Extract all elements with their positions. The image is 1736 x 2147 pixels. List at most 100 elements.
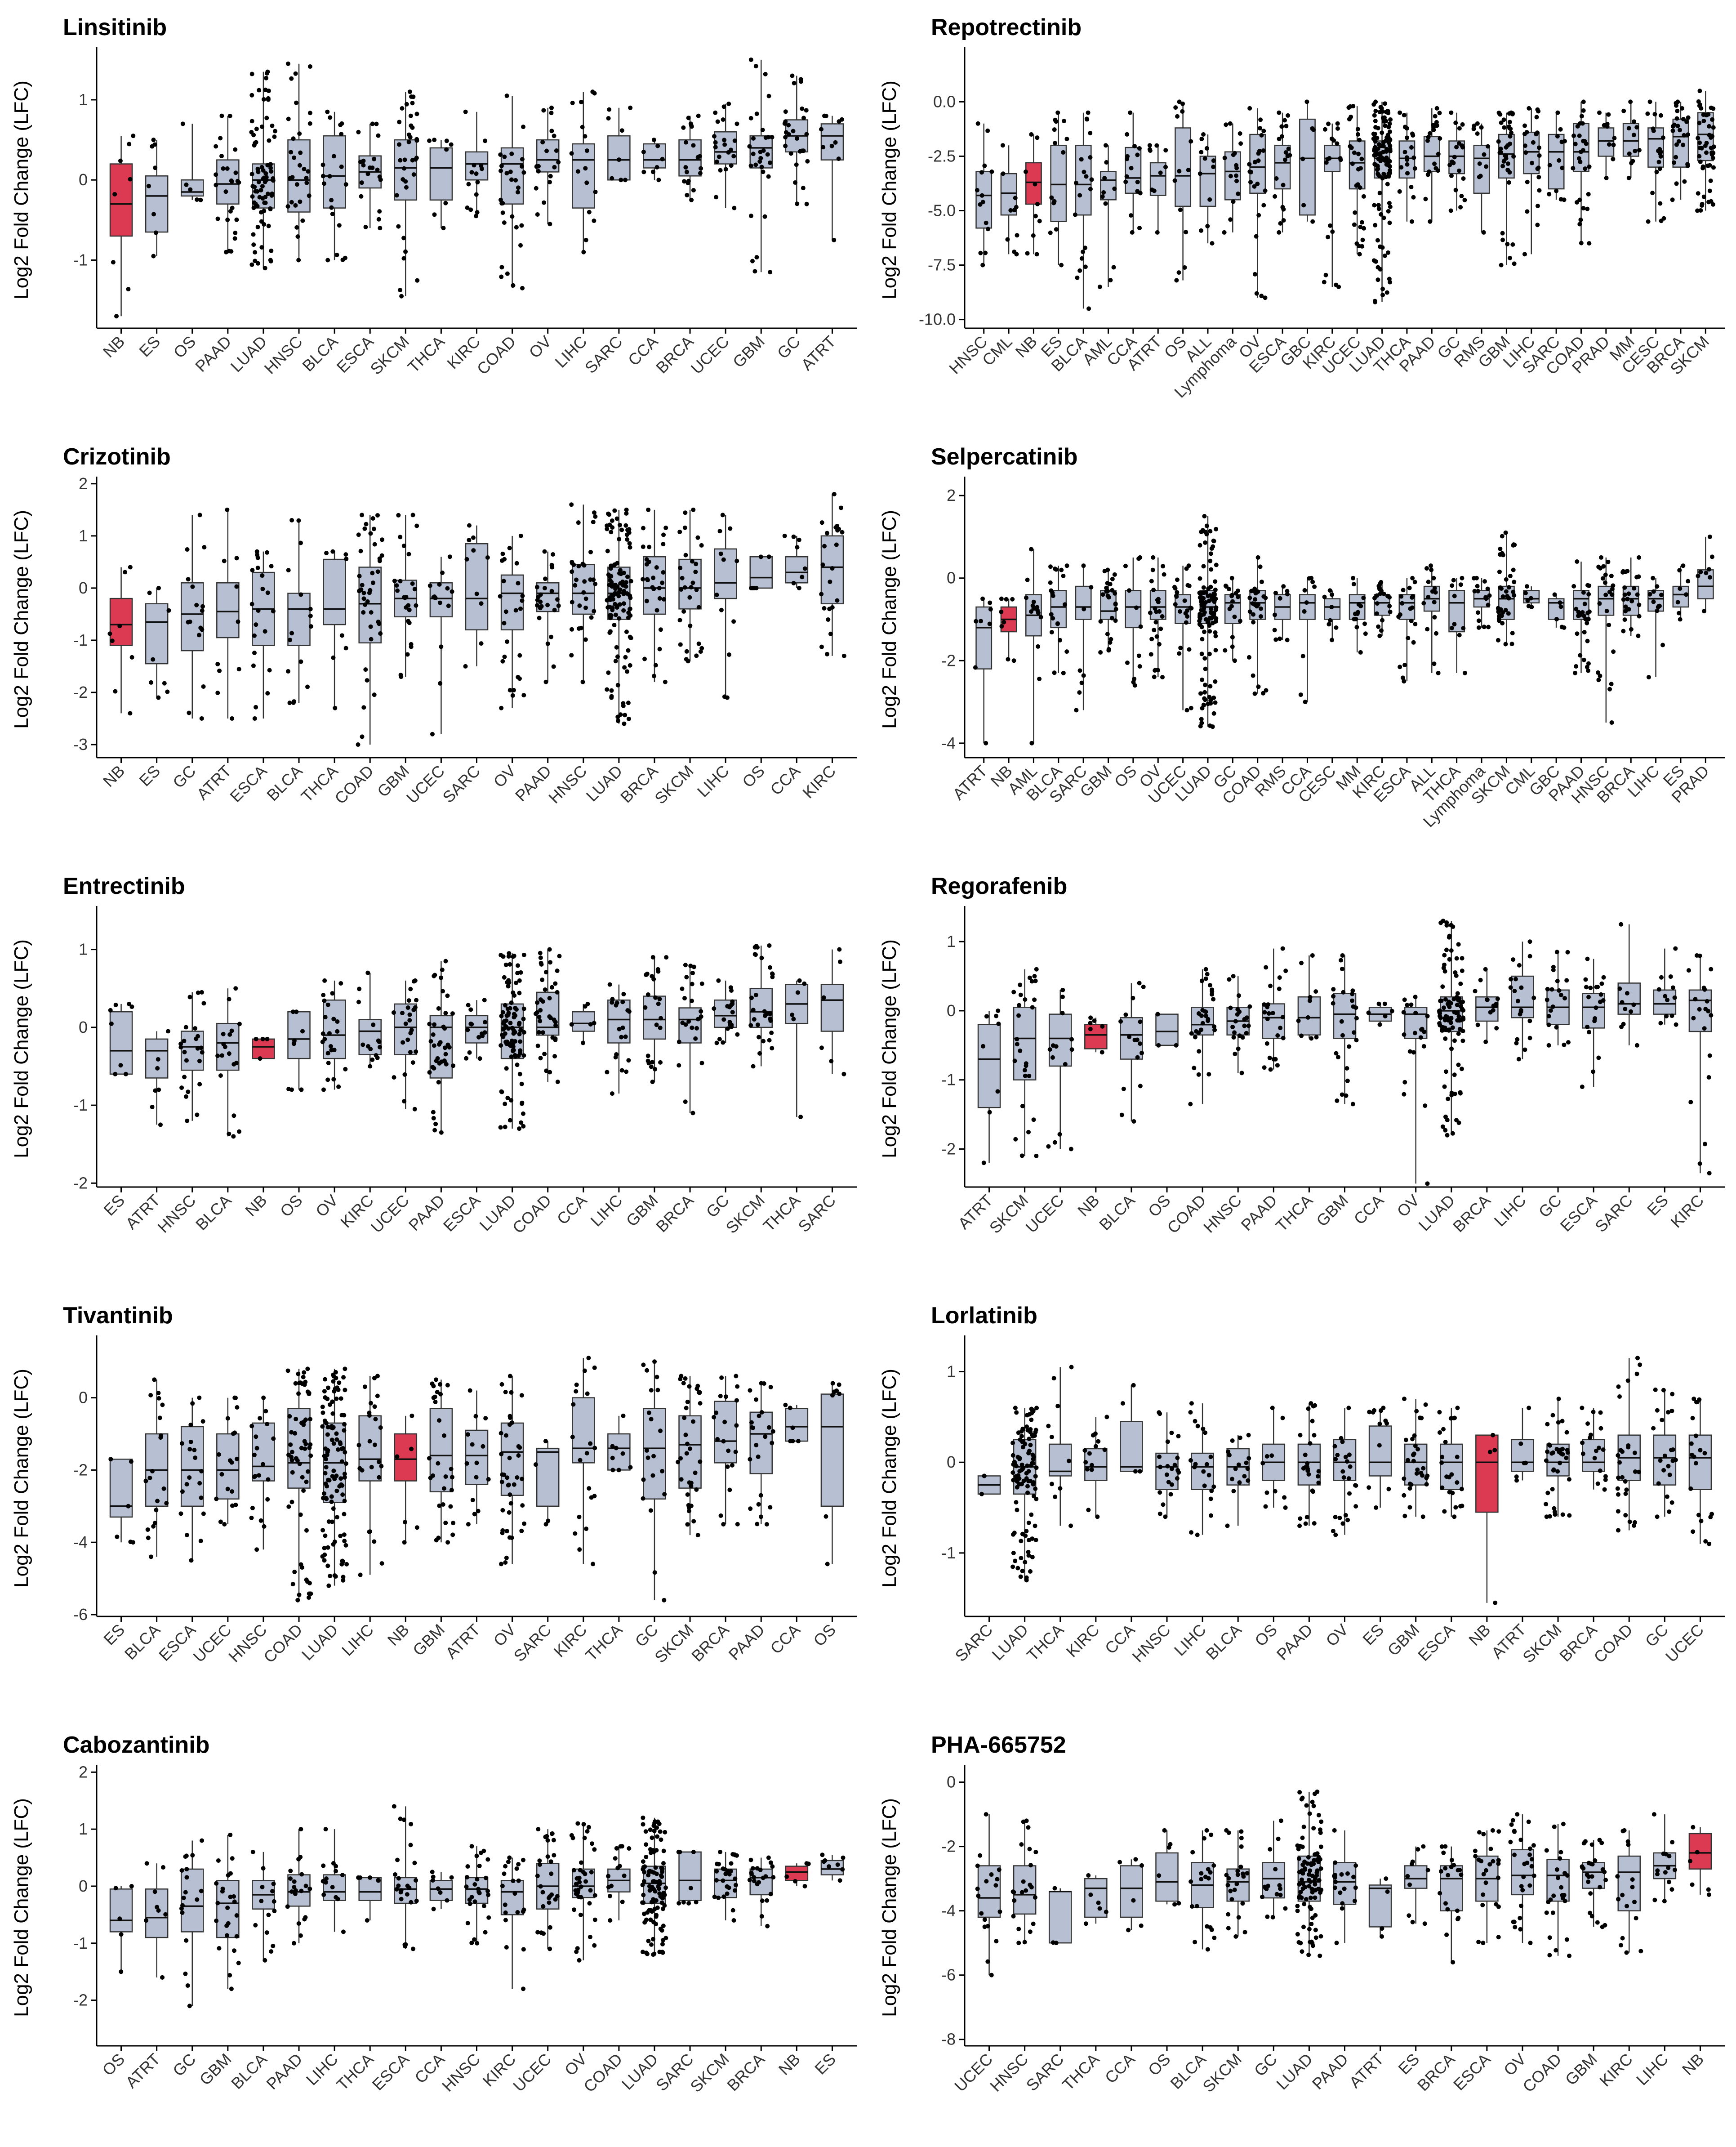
data-point <box>227 1458 232 1463</box>
data-point <box>1025 1490 1030 1495</box>
data-point <box>1034 1465 1039 1470</box>
data-point <box>1554 1025 1559 1030</box>
data-point <box>680 986 685 991</box>
data-point <box>1149 637 1154 642</box>
data-point <box>1277 230 1282 235</box>
data-point <box>398 579 403 584</box>
data-point <box>695 1533 700 1538</box>
box-os <box>820 1381 844 1567</box>
data-point <box>1203 1009 1208 1014</box>
data-point <box>320 174 325 179</box>
data-point <box>1030 1536 1035 1541</box>
data-point <box>271 178 276 183</box>
data-point <box>327 1031 332 1036</box>
data-point <box>1020 1568 1025 1573</box>
data-point <box>1442 1084 1447 1089</box>
data-point <box>1175 1468 1180 1473</box>
data-point <box>330 1399 335 1404</box>
data-point <box>483 1020 488 1025</box>
data-point <box>717 154 721 159</box>
data-point <box>614 1446 619 1451</box>
data-point <box>273 129 278 134</box>
data-point <box>1148 652 1153 657</box>
data-point <box>303 1417 308 1422</box>
data-point <box>506 1026 511 1031</box>
data-point <box>437 1418 442 1423</box>
data-point <box>985 128 990 133</box>
data-point <box>1498 150 1503 155</box>
data-point <box>1022 1068 1027 1073</box>
data-point <box>699 1014 703 1019</box>
data-point <box>1104 1415 1109 1419</box>
data-point <box>1444 1014 1449 1019</box>
data-point <box>1535 204 1540 209</box>
box-gc <box>180 513 207 721</box>
data-point <box>320 1404 325 1409</box>
data-point <box>712 134 717 139</box>
data-point <box>1312 1521 1317 1526</box>
data-point <box>294 1417 298 1422</box>
data-point <box>1083 1460 1088 1465</box>
box-paad <box>1297 1401 1321 1528</box>
data-point <box>342 1532 347 1537</box>
data-point <box>829 143 834 148</box>
data-point <box>1375 125 1380 130</box>
data-point <box>620 1000 625 1004</box>
data-point <box>512 1030 517 1035</box>
x-tick-label: SKCM <box>366 332 413 379</box>
data-point <box>327 174 332 179</box>
data-point <box>541 108 546 113</box>
data-point <box>1646 675 1651 680</box>
data-point <box>252 716 257 721</box>
box-all <box>1421 563 1441 675</box>
data-point <box>1509 130 1514 135</box>
data-point <box>1204 523 1209 528</box>
data-point <box>689 585 694 590</box>
data-point <box>759 165 764 170</box>
data-point <box>376 133 381 138</box>
data-point <box>503 1031 507 1036</box>
data-point <box>251 205 256 210</box>
data-point <box>1586 661 1591 666</box>
data-point <box>783 1402 788 1407</box>
data-point <box>974 619 979 624</box>
data-point <box>754 112 759 116</box>
data-point <box>1197 622 1202 627</box>
data-point <box>1441 965 1446 970</box>
y-tick-label: -2 <box>73 1174 88 1192</box>
data-point <box>510 693 515 698</box>
data-point <box>1185 608 1190 613</box>
x-tick-label: BLCA <box>1095 1191 1138 1234</box>
box-thca <box>1397 110 1417 224</box>
data-point <box>1196 1030 1201 1035</box>
box-lihc <box>1508 939 1536 1062</box>
data-point <box>1127 1035 1132 1040</box>
data-point <box>1345 1078 1350 1083</box>
data-point <box>190 584 195 589</box>
data-point <box>516 1453 521 1458</box>
data-point <box>1710 156 1715 161</box>
data-point <box>768 1011 773 1016</box>
data-point <box>1700 164 1705 169</box>
data-point <box>1707 575 1712 580</box>
data-point <box>1711 151 1716 156</box>
data-point <box>297 163 302 168</box>
data-point <box>768 1384 773 1389</box>
data-point <box>996 1021 1001 1026</box>
data-point <box>1027 1437 1032 1442</box>
data-point <box>1113 618 1118 623</box>
x-tick-label: GC <box>1535 1191 1565 1221</box>
data-point <box>1011 658 1016 663</box>
data-point <box>593 514 598 519</box>
data-point <box>1452 1072 1457 1077</box>
data-point <box>592 1446 597 1451</box>
data-point <box>436 1461 441 1466</box>
y-tick-label: -2 <box>941 651 956 670</box>
x-tick-label: LIHC <box>587 1191 626 1230</box>
data-point <box>1047 1047 1052 1052</box>
data-point <box>372 692 377 697</box>
data-point <box>721 1040 726 1045</box>
data-point <box>475 180 480 185</box>
data-point <box>1460 122 1465 127</box>
data-point <box>1093 1444 1098 1449</box>
